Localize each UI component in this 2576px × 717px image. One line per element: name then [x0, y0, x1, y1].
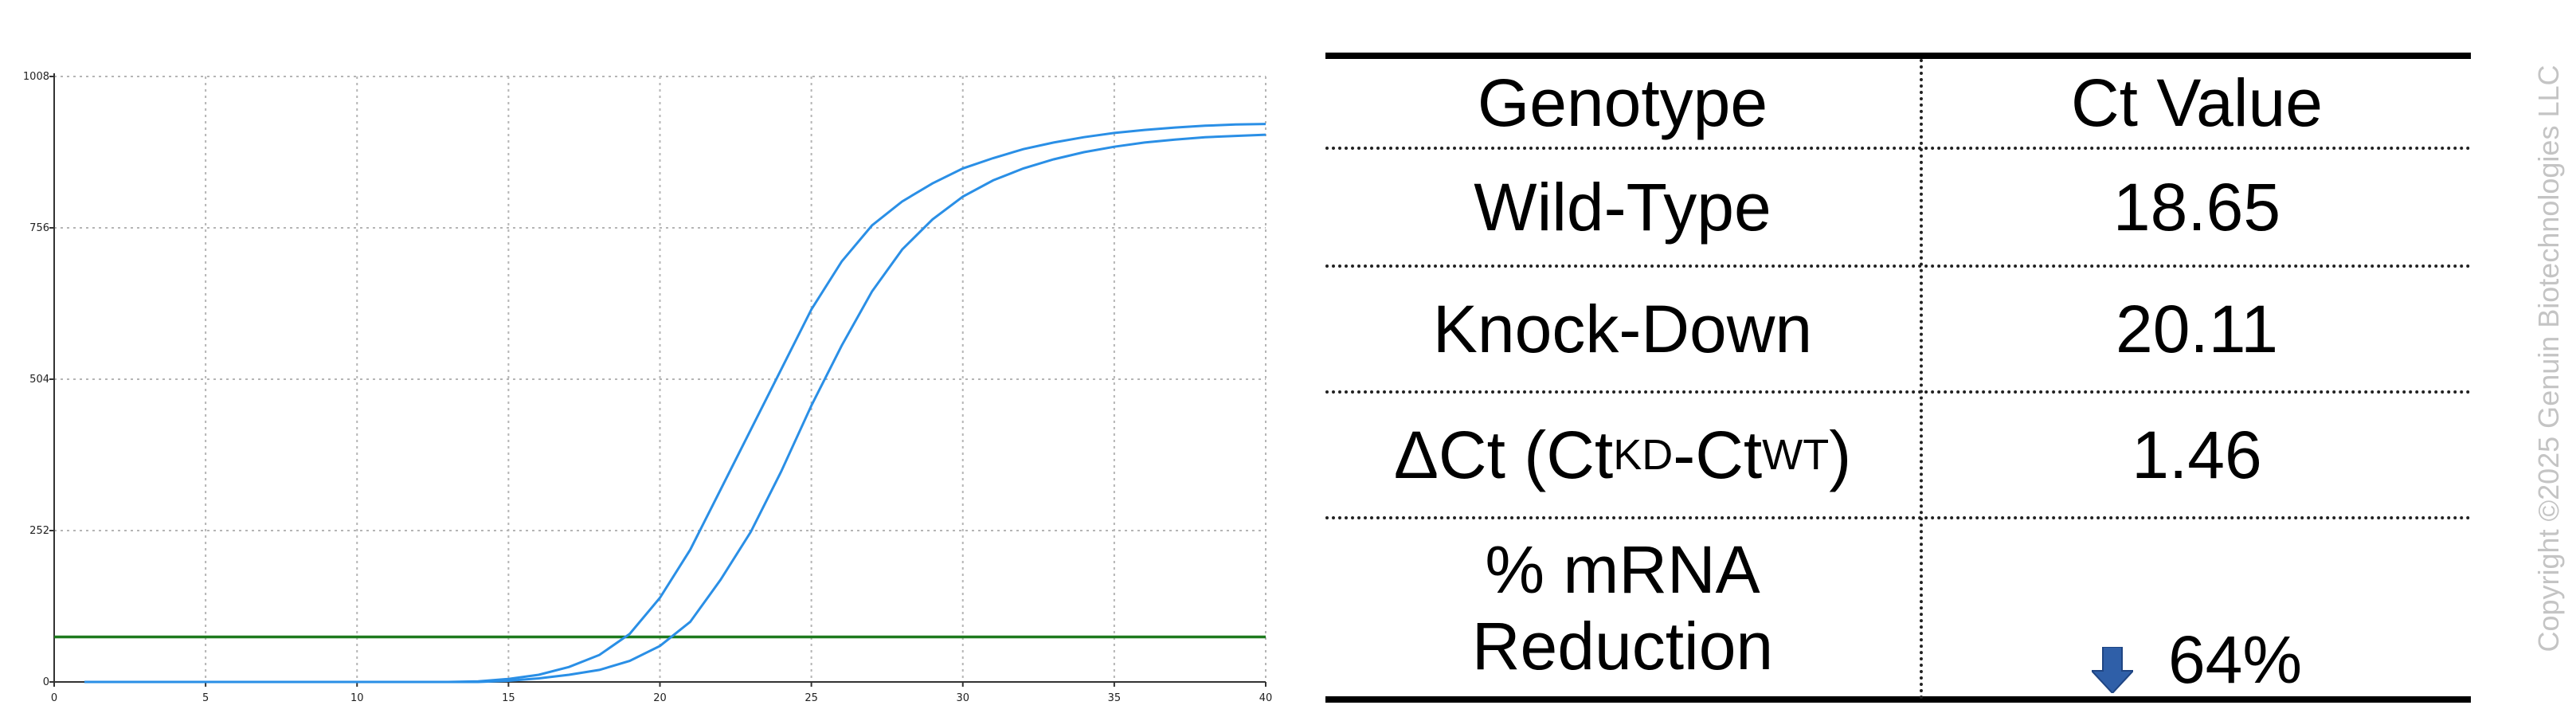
y-tick-label: 0 — [43, 676, 49, 688]
row-divider — [1325, 147, 2471, 150]
amplification-chart: 0 5 10 15 20 25 30 35 40 0 252 504 756 1008 — [23, 71, 1272, 704]
row-value-delta-ct: 1.46 — [2132, 417, 2262, 492]
table-bottom-rule — [1325, 696, 2471, 703]
y-tick-label: 252 — [29, 525, 49, 537]
delta-ct-suffix: ) — [1829, 417, 1852, 492]
copyright-notice: Copyright ©2025 Genuin Biotechnologies L… — [2532, 65, 2565, 652]
x-tick-label: 0 — [51, 692, 57, 704]
header-ct-value: Ct Value — [2071, 65, 2323, 140]
x-tick-label: 35 — [1108, 692, 1122, 704]
delta-ct-prefix: ΔCt (Ct — [1393, 417, 1614, 492]
y-tick-label: 504 — [29, 374, 49, 386]
table-top-rule — [1325, 53, 2471, 59]
chart-series — [84, 123, 1266, 684]
x-tick-label: 25 — [805, 692, 818, 704]
x-tick-label: 30 — [956, 692, 969, 704]
y-tick-label: 756 — [29, 222, 49, 234]
chart-grid — [54, 76, 1266, 682]
row-value-mrna-reduction: 64% — [1923, 519, 2471, 696]
row-label-wild-type: Wild-Type — [1474, 170, 1771, 245]
row-value-wild-type: 18.65 — [2112, 170, 2281, 245]
header-genotype: Genotype — [1477, 65, 1768, 140]
mrna-reduction-line2: Reduction — [1471, 609, 1774, 684]
x-tick-label: 10 — [350, 692, 364, 704]
row-divider — [1325, 516, 2471, 519]
row-divider — [1325, 390, 2471, 394]
amplification-curve-1 — [84, 123, 1266, 684]
chart-axes — [49, 73, 1266, 687]
amplification-curve-2 — [84, 133, 1266, 684]
x-tick-label: 20 — [653, 692, 667, 704]
y-tick-label: 1008 — [23, 71, 49, 83]
row-label-knock-down: Knock-Down — [1432, 292, 1813, 366]
mrna-reduction-value: 64% — [2167, 622, 2303, 697]
row-divider — [1325, 264, 2471, 268]
chart-tick-labels: 0 5 10 15 20 25 30 35 40 0 252 504 756 1008 — [23, 71, 1272, 704]
row-label-delta-ct: ΔCt (Ct KD -Ct WT) — [1393, 417, 1852, 492]
row-label-mrna-reduction: % mRNA Reduction — [1325, 519, 1920, 696]
mrna-reduction-line1: % mRNA — [1485, 532, 1760, 607]
x-tick-label: 40 — [1259, 692, 1273, 704]
delta-ct-mid: -Ct — [1673, 417, 1763, 492]
row-value-knock-down: 20.11 — [2116, 292, 2278, 366]
down-arrow-icon — [2091, 647, 2133, 693]
x-tick-label: 15 — [502, 692, 515, 704]
column-divider — [1920, 59, 1923, 699]
x-tick-label: 5 — [202, 692, 209, 704]
